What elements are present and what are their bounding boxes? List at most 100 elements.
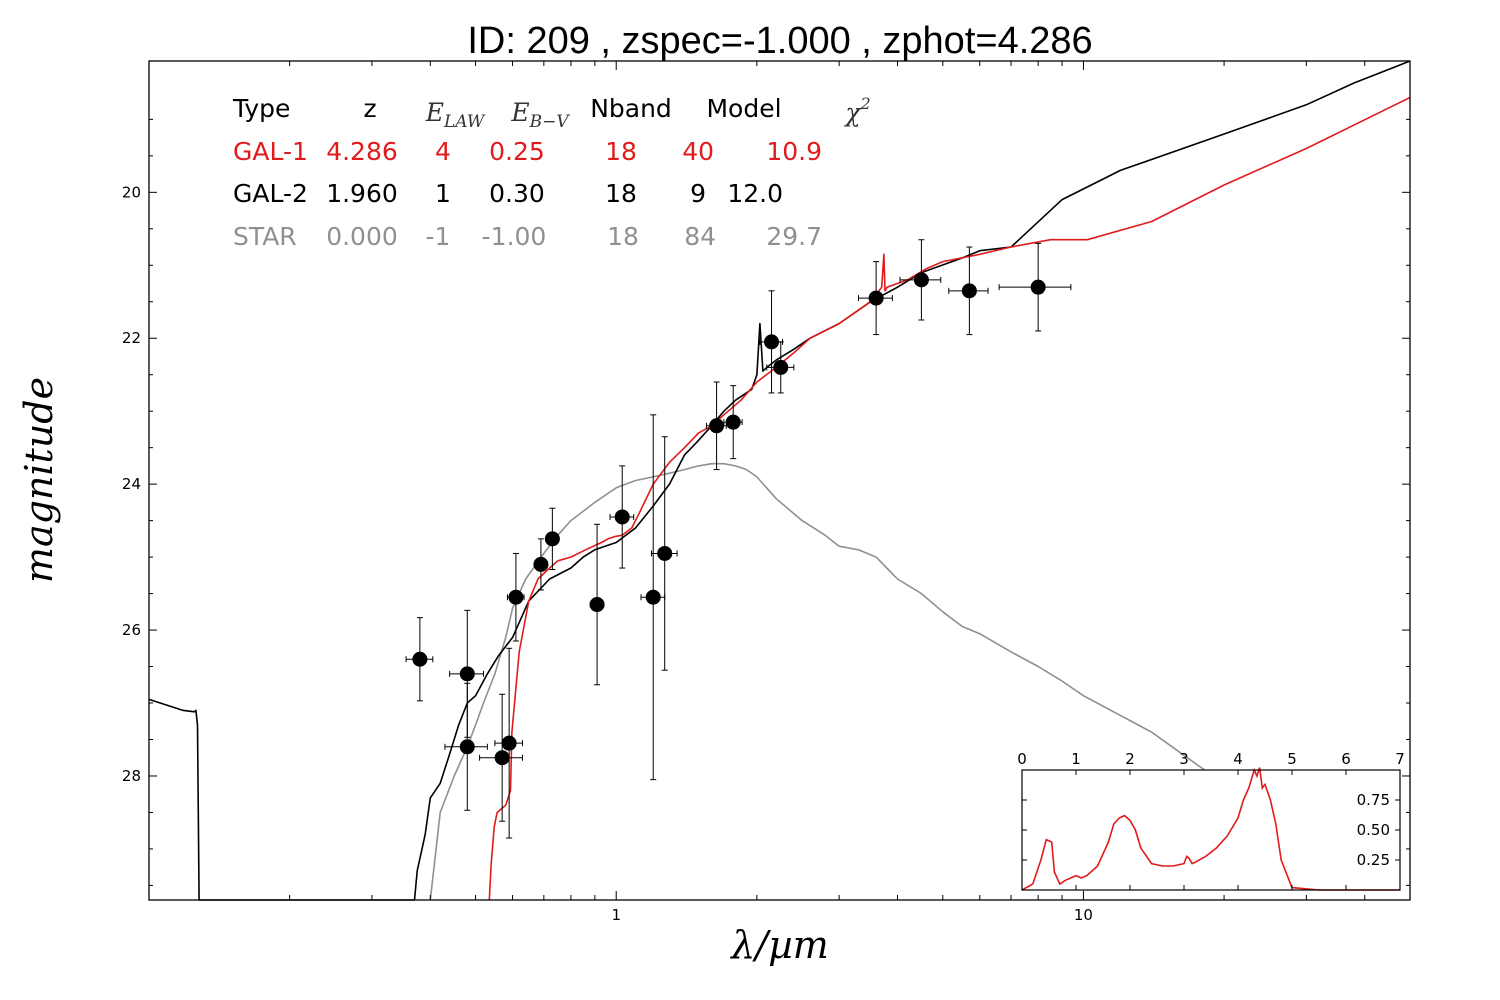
x-axis-label: λ/µm	[729, 923, 829, 967]
table-header-chi2: χ2	[843, 94, 870, 127]
table-header-model: Model	[706, 94, 781, 123]
data-point-marker	[1030, 279, 1046, 295]
data-point	[494, 647, 523, 839]
data-point-marker	[725, 414, 741, 430]
data-point	[651, 436, 678, 671]
data-point-marker	[533, 556, 549, 572]
photometry-points	[405, 239, 1072, 839]
row-chi2: 12.0	[727, 179, 783, 208]
data-point	[857, 261, 893, 336]
data-point-marker	[961, 283, 977, 299]
row-type: STAR	[233, 222, 297, 251]
data-point	[998, 242, 1072, 332]
inset-pdf-curve	[1021, 767, 1400, 891]
row-elaw: 4	[435, 137, 451, 166]
plot-frame	[148, 60, 1411, 901]
row-chi2: 29.7	[766, 222, 822, 251]
data-point-marker	[589, 597, 605, 613]
row-ebv: 0.25	[489, 137, 545, 166]
redshift-pdf-inset: 0 1 2 3 4 5 6 7 0.25 0.50 0.75	[1017, 750, 1405, 891]
data-point-marker	[614, 509, 630, 525]
inset-x-tick-label: 5	[1287, 750, 1297, 768]
data-point	[405, 617, 434, 702]
row-elaw: -1	[426, 222, 451, 251]
row-nband: 18	[605, 137, 637, 166]
row-z: 4.286	[326, 137, 398, 166]
inset-ticks: 0 1 2 3 4 5 6 7 0.25 0.50 0.75	[1017, 750, 1405, 890]
x-tick-label: 10	[1074, 906, 1093, 924]
row-model: 9	[690, 179, 706, 208]
row-ebv: -1.00	[482, 222, 547, 251]
row-nband: 18	[605, 179, 637, 208]
series-line-gal-2	[148, 60, 1411, 901]
row-z: 1.960	[326, 179, 398, 208]
data-point-marker	[709, 418, 725, 434]
chart-title: ID: 209 , zspec=-1.000 , zphot=4.286	[467, 20, 1092, 62]
y-axis-label: magnitude	[17, 377, 61, 583]
table-header-elaw: ELAW	[425, 98, 486, 132]
series-line-star	[429, 462, 1270, 901]
data-point-marker	[657, 545, 673, 561]
data-point-marker	[501, 735, 517, 751]
data-point-marker	[459, 739, 475, 755]
data-point	[589, 523, 605, 686]
data-point	[506, 552, 525, 642]
row-type: GAL-2	[233, 179, 308, 208]
data-point	[705, 381, 727, 471]
x-tick-label: 1	[611, 906, 621, 924]
data-point-marker	[913, 272, 929, 288]
row-elaw: 1	[435, 179, 451, 208]
table-row-star: STAR 0.000 -1 -1.00 18 84 29.7	[233, 222, 822, 251]
inset-y-tick-label: 0.25	[1357, 851, 1390, 869]
y-tick-label: 20	[122, 183, 141, 201]
inset-x-tick-label: 0	[1017, 750, 1027, 768]
data-point	[449, 609, 485, 738]
y-tick-label: 26	[122, 621, 141, 639]
data-point-marker	[773, 359, 789, 375]
table-row-gal2: GAL-2 1.960 1 0.30 18 9 12.0	[233, 179, 783, 208]
data-point-marker	[544, 531, 560, 547]
table-header-z: z	[363, 94, 376, 123]
row-model: 84	[684, 222, 716, 251]
data-point	[640, 414, 666, 781]
data-point	[766, 341, 795, 394]
data-point	[544, 507, 560, 571]
inset-x-tick-label: 7	[1395, 750, 1405, 768]
data-point-marker	[508, 589, 524, 605]
table-header-nband: Nband	[590, 94, 672, 123]
data-point	[479, 693, 523, 822]
data-point	[948, 246, 989, 336]
data-point	[723, 385, 743, 460]
data-point-marker	[459, 666, 475, 682]
data-point-marker	[764, 334, 780, 350]
inset-x-tick-label: 1	[1071, 750, 1081, 768]
row-nband: 18	[607, 222, 639, 251]
data-point	[609, 465, 635, 569]
table-header-type: Type	[232, 94, 290, 123]
series-line-gal-1	[488, 96, 1411, 901]
row-ebv: 0.30	[489, 179, 545, 208]
data-point-marker	[412, 651, 428, 667]
table-row-gal1: GAL-1 4.286 4 0.25 18 40 10.9	[233, 137, 822, 166]
row-chi2: 10.9	[766, 137, 822, 166]
row-z: 0.000	[326, 222, 398, 251]
inset-y-tick-label: 0.50	[1357, 821, 1390, 839]
row-type: GAL-1	[233, 137, 308, 166]
inset-x-tick-label: 2	[1125, 750, 1135, 768]
y-tick-label: 28	[122, 767, 141, 785]
y-tick-label: 22	[122, 329, 141, 347]
inset-x-tick-label: 6	[1341, 750, 1351, 768]
data-point-marker	[494, 750, 510, 766]
data-point-marker	[645, 589, 661, 605]
data-point	[899, 239, 942, 321]
y-tick-label: 24	[122, 475, 141, 493]
data-point-marker	[868, 290, 884, 306]
inset-background	[1022, 770, 1400, 890]
inset-x-tick-label: 4	[1233, 750, 1243, 768]
data-point	[444, 682, 488, 811]
data-point	[533, 538, 549, 591]
inset-y-tick-label: 0.75	[1357, 791, 1390, 809]
row-model: 40	[682, 137, 714, 166]
